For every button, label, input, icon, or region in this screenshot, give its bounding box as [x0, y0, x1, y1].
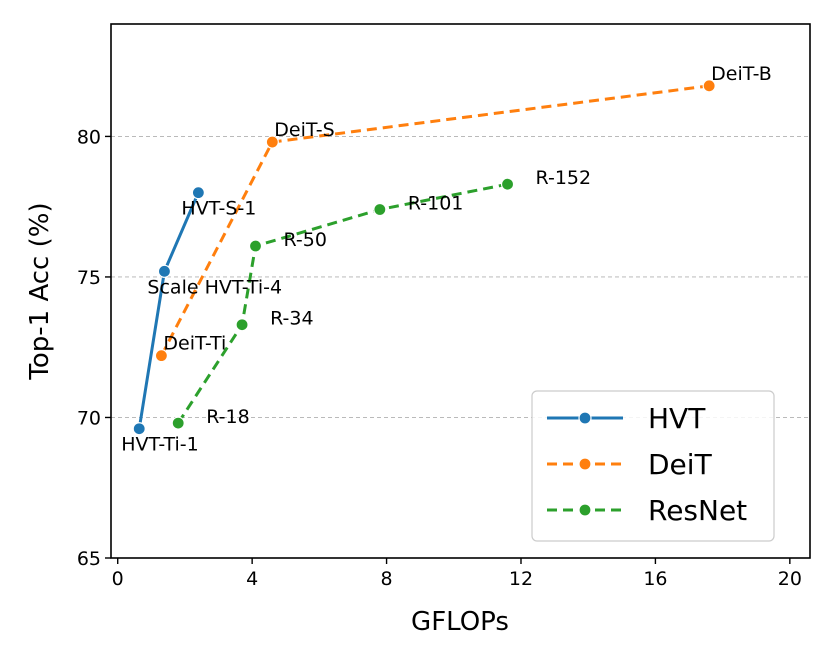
x-tick-label: 8	[381, 568, 393, 590]
legend-label: HVT	[648, 402, 706, 435]
legend-marker	[578, 411, 592, 425]
point-label: HVT-Ti-1	[121, 434, 199, 456]
ticks: 65 70 75 80 0 4 8 12 16 20	[77, 126, 802, 590]
legend: HVT DeiT ResNet	[531, 390, 775, 542]
legend-label: ResNet	[648, 494, 747, 527]
point-label: DeiT-Ti	[163, 333, 226, 355]
series-line-deit	[160, 84, 710, 357]
data-point	[500, 177, 515, 191]
y-tick-label: 70	[77, 407, 101, 429]
legend-box	[531, 390, 775, 542]
x-axis-label: GFLOPs	[411, 607, 509, 637]
point-label: R-101	[408, 192, 464, 214]
legend-label: DeiT	[648, 448, 713, 481]
data-point	[248, 239, 263, 253]
point-labels: HVT-Ti-1 Scale HVT-Ti-4 HVT-S-1 DeiT-Ti DeiT…	[121, 63, 772, 456]
data-point	[191, 186, 205, 200]
data-point	[373, 202, 387, 217]
data-point	[132, 422, 146, 436]
point-label: Scale HVT-Ti-4	[147, 276, 282, 298]
data-point	[171, 416, 185, 430]
data-point	[235, 318, 249, 332]
x-tick-label: 16	[643, 568, 667, 590]
point-label: DeiT-B	[711, 63, 772, 85]
y-tick-label: 80	[77, 126, 101, 148]
data-point	[157, 264, 172, 278]
series-layer	[132, 79, 716, 436]
data-point	[702, 79, 716, 93]
series-line-hvt	[137, 192, 200, 429]
data-point	[265, 135, 279, 149]
y-tick-label: 65	[77, 548, 101, 570]
point-label: R-18	[206, 406, 249, 428]
x-tick-label: 4	[246, 568, 258, 590]
point-label: R-34	[270, 308, 313, 330]
y-axis-label: Top-1 Acc (%)	[25, 202, 55, 380]
legend-marker	[578, 457, 592, 471]
x-tick-label: 12	[509, 568, 533, 590]
point-label: R-152	[536, 167, 592, 189]
x-tick-label: 0	[112, 568, 124, 590]
series-line-resnet	[176, 182, 508, 424]
axes-frame	[110, 23, 811, 559]
point-label: HVT-S-1	[181, 198, 256, 220]
point-label: R-50	[284, 229, 327, 251]
y-tick-label: 75	[77, 267, 101, 289]
legend-marker	[578, 503, 592, 517]
point-label: DeiT-S	[274, 119, 334, 141]
data-point	[154, 349, 169, 363]
x-tick-label: 20	[778, 568, 802, 590]
